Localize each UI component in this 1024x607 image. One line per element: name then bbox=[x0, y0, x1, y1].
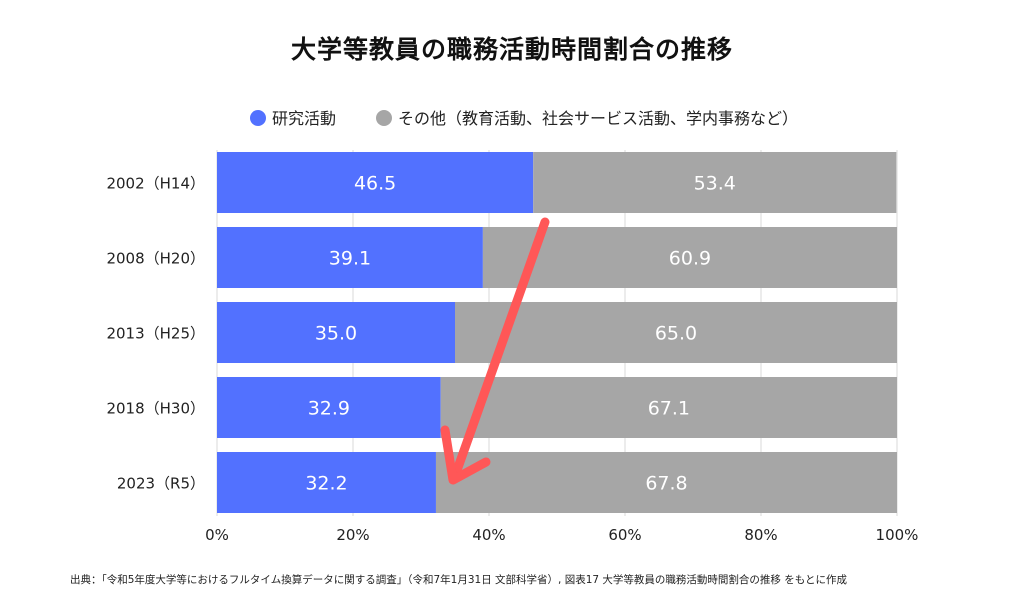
legend: 研究活動 その他（教育活動、社会サービス活動、学内事務など） bbox=[250, 109, 798, 128]
legend-label: その他（教育活動、社会サービス活動、学内事務など） bbox=[398, 109, 798, 128]
x-tick-label: 100% bbox=[876, 526, 919, 544]
category-label: 2002（H14） bbox=[106, 175, 205, 193]
legend-marker bbox=[250, 110, 266, 126]
bar-segment bbox=[217, 452, 436, 513]
bar-segment bbox=[217, 302, 455, 363]
category-label: 2023（R5） bbox=[117, 475, 205, 493]
legend-marker bbox=[376, 110, 392, 126]
trend-arrow-shaft bbox=[450, 217, 550, 481]
category-label: 2018（H30） bbox=[106, 400, 205, 418]
x-tick-label: 60% bbox=[608, 526, 641, 544]
bars: 46.5 53.4 39.1 60.9 35.0 65.0 32.9 67.1 32.2 67.8 bbox=[217, 152, 897, 513]
bar-segment bbox=[217, 377, 441, 438]
trend-arrow bbox=[440, 217, 550, 485]
trend-arrow-head bbox=[440, 425, 491, 485]
source-note: 出典：「令和5年度大学等におけるフルタイム換算データに関する調査」（令和7年1月… bbox=[70, 574, 848, 586]
data-label: 53.4 bbox=[694, 173, 736, 195]
data-label: 39.1 bbox=[329, 248, 371, 270]
bar-segment bbox=[440, 377, 897, 438]
x-tick-label: 0% bbox=[205, 526, 229, 544]
data-label: 65.0 bbox=[655, 323, 697, 345]
data-label: 32.2 bbox=[305, 473, 347, 495]
bar-segment bbox=[533, 152, 897, 213]
data-label: 67.1 bbox=[648, 398, 690, 420]
bar-segment bbox=[435, 452, 897, 513]
data-label: 46.5 bbox=[354, 173, 396, 195]
category-label: 2013（H25） bbox=[106, 325, 205, 343]
data-label: 32.9 bbox=[308, 398, 350, 420]
x-tick-label: 40% bbox=[472, 526, 505, 544]
data-label: 60.9 bbox=[669, 248, 711, 270]
bar-segment bbox=[482, 227, 897, 288]
data-label: 35.0 bbox=[315, 323, 357, 345]
legend-label: 研究活動 bbox=[272, 109, 336, 128]
chart-title: 大学等教員の職務活動時間割合の推移 bbox=[290, 35, 733, 64]
x-tick-label: 20% bbox=[336, 526, 369, 544]
bar-segment bbox=[217, 152, 534, 213]
bar-segment bbox=[455, 302, 897, 363]
category-label: 2008（H20） bbox=[106, 250, 205, 268]
x-tick-label: 80% bbox=[744, 526, 777, 544]
bar-segment bbox=[217, 227, 483, 288]
data-label: 67.8 bbox=[645, 473, 687, 495]
